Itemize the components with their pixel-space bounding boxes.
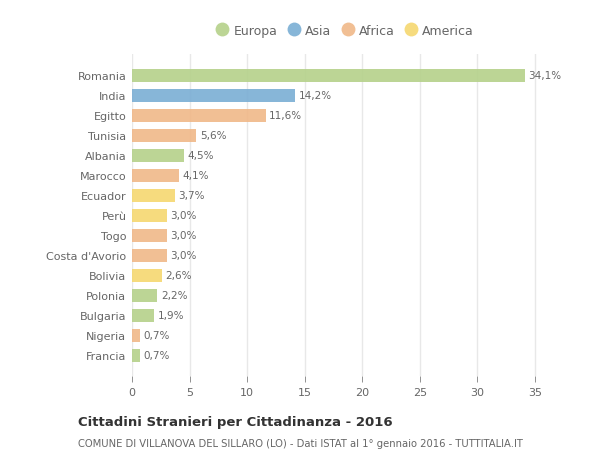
Bar: [132, 110, 266, 123]
Text: Cittadini Stranieri per Cittadinanza - 2016: Cittadini Stranieri per Cittadinanza - 2…: [78, 415, 392, 428]
Legend: Europa, Asia, Africa, America: Europa, Asia, Africa, America: [211, 20, 479, 43]
Text: 11,6%: 11,6%: [269, 111, 302, 121]
Bar: [132, 269, 162, 282]
Bar: [132, 209, 167, 222]
Text: 2,2%: 2,2%: [161, 291, 187, 301]
Bar: [132, 129, 196, 142]
Bar: [132, 169, 179, 182]
Text: 3,0%: 3,0%: [170, 231, 196, 241]
Bar: [132, 150, 184, 162]
Bar: [132, 309, 154, 322]
Bar: [132, 349, 140, 362]
Text: 1,9%: 1,9%: [157, 310, 184, 320]
Text: 2,6%: 2,6%: [166, 270, 192, 280]
Text: 0,7%: 0,7%: [143, 350, 170, 360]
Bar: [132, 329, 140, 342]
Text: COMUNE DI VILLANOVA DEL SILLARO (LO) - Dati ISTAT al 1° gennaio 2016 - TUTTITALI: COMUNE DI VILLANOVA DEL SILLARO (LO) - D…: [78, 438, 523, 448]
Text: 0,7%: 0,7%: [143, 330, 170, 340]
Bar: [132, 90, 295, 102]
Bar: [132, 229, 167, 242]
Text: 3,7%: 3,7%: [178, 191, 205, 201]
Text: 3,0%: 3,0%: [170, 251, 196, 261]
Bar: [132, 289, 157, 302]
Text: 34,1%: 34,1%: [528, 71, 561, 81]
Text: 4,1%: 4,1%: [182, 171, 209, 181]
Bar: [132, 249, 167, 262]
Text: 5,6%: 5,6%: [200, 131, 226, 141]
Text: 3,0%: 3,0%: [170, 211, 196, 221]
Bar: [132, 189, 175, 202]
Text: 4,5%: 4,5%: [187, 151, 214, 161]
Text: 14,2%: 14,2%: [299, 91, 332, 101]
Bar: [132, 70, 524, 83]
